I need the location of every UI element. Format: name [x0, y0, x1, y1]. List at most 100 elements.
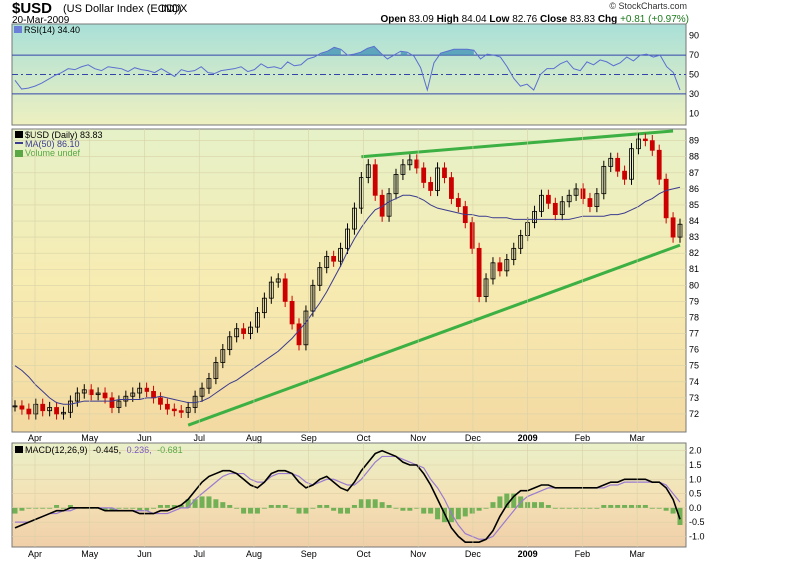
macd-histogram-bar	[60, 507, 66, 509]
price-bar	[559, 196, 565, 221]
macd-histogram-bar	[497, 496, 503, 508]
macd-histogram-bar	[116, 507, 122, 509]
macd-histogram-bar	[303, 507, 309, 514]
macd-histogram-bar	[268, 505, 274, 508]
price-bar	[185, 401, 191, 418]
chg-value: +0.81 (+0.97%)	[620, 14, 689, 25]
macd-histogram-bar	[629, 505, 635, 508]
price-tick-label: 87	[689, 168, 699, 178]
volume-legend-text: Volume undef	[25, 148, 81, 158]
price-bar	[483, 273, 489, 303]
macd-histogram-bar	[199, 496, 205, 508]
macd-tick-label: 0.0	[689, 503, 702, 513]
price-bar	[435, 162, 440, 197]
macd-panel: 2.0 1.5 1.0 0.5 0.0 -0.5 -1.0 MACD(12,26,9) -0…	[11, 442, 705, 559]
macd-legend-swatch	[15, 446, 23, 453]
macd-histogram-bar	[615, 505, 621, 508]
macd-legend-name: MACD(12,26,9)	[25, 445, 88, 455]
high-value: 84.04	[461, 14, 487, 25]
month-label: Mar	[629, 433, 645, 443]
price-bar	[642, 133, 648, 147]
macd-histogram-bar	[40, 507, 46, 509]
price-bar	[428, 176, 434, 197]
price-tick-label: 89	[689, 136, 699, 146]
macd-histogram-bar	[448, 507, 454, 523]
ma50-line	[14, 186, 681, 405]
macd-histogram-bar	[400, 507, 406, 511]
price-bar	[615, 152, 621, 177]
macd-histogram-bar	[421, 507, 427, 514]
macd-histogram-bar	[538, 502, 544, 508]
rsi-legend-text: RSI(14) 34.40	[24, 25, 80, 35]
macd-tick-label: 1.0	[689, 474, 702, 484]
price-bar	[608, 152, 614, 172]
price-bar	[213, 356, 219, 385]
price-bar	[400, 159, 406, 181]
month-label: Sep	[301, 433, 317, 443]
price-bar	[677, 218, 683, 243]
macd-histogram-bar	[656, 507, 662, 509]
price-bar	[566, 189, 572, 208]
macd-legend-value: -0.445,	[93, 445, 121, 455]
rsi-legend-swatch	[14, 26, 22, 33]
price-tick-label: 79	[689, 296, 699, 306]
quote-bar: Open 83.09 High 84.04 Low 82.76 Close 83…	[380, 14, 689, 25]
macd-histogram-bar	[545, 505, 551, 508]
macd-histogram-bar	[345, 507, 350, 514]
macd-histogram-bar	[254, 507, 260, 514]
rsi-tick-label: 70	[689, 50, 699, 60]
macd-histogram-bar	[47, 507, 53, 509]
price-tick-label: 82	[689, 248, 699, 258]
price-tick-label: 81	[689, 264, 699, 274]
price-bar	[171, 403, 177, 417]
price-bar	[282, 273, 288, 308]
price-bar	[206, 372, 212, 394]
price-bar	[594, 188, 600, 213]
macd-histogram-bar	[151, 507, 157, 509]
signal-legend-value: 0.236,	[127, 445, 152, 455]
histogram-legend-value: -0.681	[157, 445, 183, 455]
month-label: 2009	[518, 433, 538, 443]
price-bar	[365, 159, 371, 184]
price-bar	[12, 400, 18, 412]
macd-histogram-bar	[310, 507, 316, 509]
price-bar	[158, 392, 163, 410]
rsi-tick-label: 50	[689, 70, 699, 80]
macd-histogram-bar	[677, 507, 683, 525]
month-label: Jul	[193, 549, 205, 559]
price-bar	[469, 217, 475, 254]
macd-histogram-bar	[608, 505, 614, 508]
macd-histogram-bar	[649, 507, 655, 509]
price-tick-label: 83	[689, 232, 699, 242]
month-label: Apr	[28, 433, 42, 443]
price-bar	[164, 398, 170, 415]
macd-histogram-bar	[157, 505, 163, 508]
price-bar	[573, 183, 579, 201]
instrument-name: (US Dollar Index (EOD))	[63, 3, 182, 15]
macd-histogram-bar	[338, 507, 344, 514]
macd-histogram-bar	[178, 505, 184, 508]
price-bar	[47, 401, 53, 417]
close-label: Close	[540, 14, 568, 25]
price-bar	[331, 250, 337, 267]
macd-legend: MACD(12,26,9) -0.445, 0.236, -0.681	[15, 445, 183, 455]
macd-histogram-bar	[622, 505, 628, 508]
price-bar	[109, 392, 115, 414]
price-legend-text: $USD (Daily) 83.83	[25, 130, 103, 140]
macd-histogram-bar	[428, 507, 434, 514]
macd-tick-label: -1.0	[689, 531, 705, 541]
month-label: Jun	[137, 433, 152, 443]
price-bar	[545, 189, 551, 209]
macd-histogram-bar	[601, 505, 607, 508]
close-value: 83.83	[570, 14, 596, 25]
price-bar	[123, 390, 129, 407]
month-label: Nov	[410, 433, 427, 443]
price-bar	[455, 192, 461, 213]
stockcharts-logo[interactable]: © StockCharts.com	[609, 1, 687, 11]
price-bar	[518, 229, 524, 254]
price-bar	[649, 135, 655, 156]
macd-histogram-bar	[663, 507, 669, 511]
price-bar	[393, 168, 399, 200]
macd-histogram-bar	[289, 507, 295, 509]
price-legend: $USD (Daily) 83.83 MA(50) 86.10 Volume u…	[15, 130, 103, 158]
